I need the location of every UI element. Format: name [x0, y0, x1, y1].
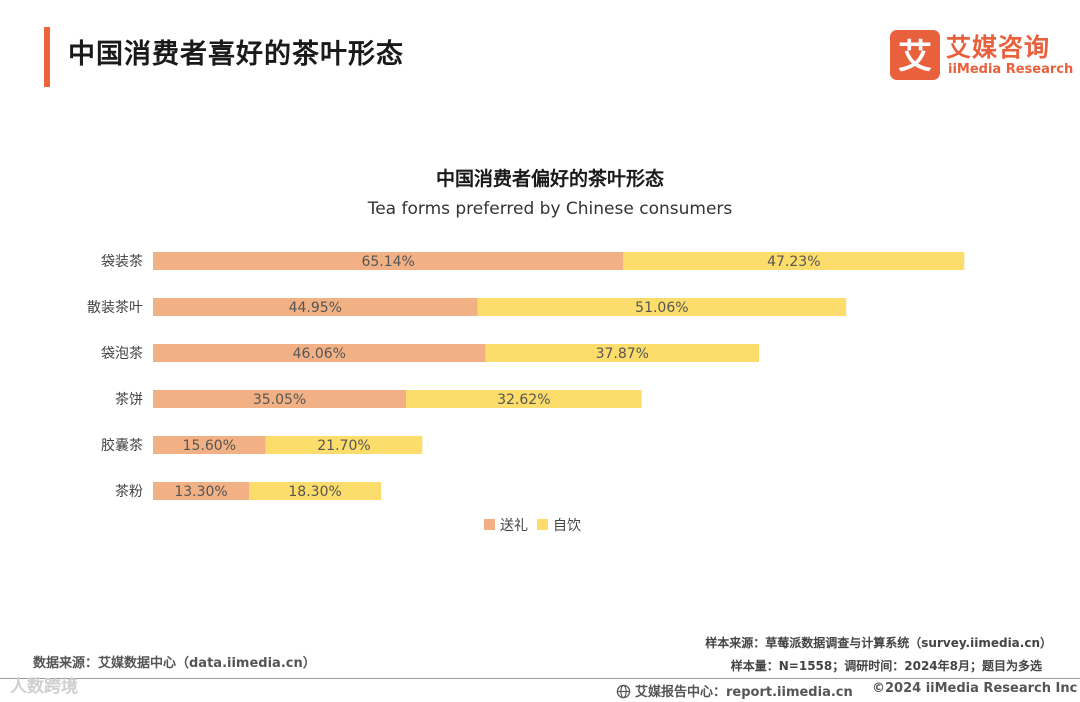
legend-label-gift: 送礼 — [500, 518, 528, 534]
legend-label-self: 自饮 — [553, 518, 581, 534]
footer-divider — [0, 678, 1080, 679]
bar-data-label: 35.05% — [253, 392, 306, 408]
data-source-note: 数据来源：艾媒数据中心（data.iimedia.cn） — [33, 656, 316, 671]
bar-gift-segment — [153, 344, 486, 362]
bar-gift-segment — [153, 298, 478, 316]
chart-subtitle: Tea forms preferred by Chinese consumers — [367, 199, 733, 219]
copyright-note: ©2024 iiMedia Research Inc — [872, 681, 1078, 696]
brand-logo-char: 艾 — [898, 37, 932, 77]
legend-swatch-self — [537, 519, 548, 530]
category-label: 茶饼 — [115, 392, 143, 408]
bar-data-label: 18.30% — [288, 484, 341, 500]
brand-name-cn: 艾媒咨询 — [946, 33, 1051, 62]
bar-data-label: 15.60% — [183, 438, 236, 454]
bar-data-label: 32.62% — [497, 392, 550, 408]
brand-logo-icon: 艾 — [890, 30, 940, 80]
category-label: 胶囊茶 — [101, 437, 143, 454]
category-label: 茶粉 — [115, 484, 143, 500]
bar-data-label: 46.06% — [293, 346, 346, 362]
bar-data-label: 47.23% — [767, 254, 820, 270]
bar-data-label: 44.95% — [289, 300, 342, 316]
watermark: 人数跨境 — [10, 677, 78, 697]
bar-self-segment — [477, 298, 847, 316]
category-label: 袋泡茶 — [101, 346, 143, 362]
report-center-link[interactable]: 艾媒报告中心：report.iimedia.cn — [616, 681, 853, 700]
bar-data-label: 13.30% — [174, 484, 227, 500]
brand-name-en: iiMedia Research — [948, 62, 1074, 77]
sample-info-note: 样本量：N=1558；调研时间：2024年8月；题目为多选 — [730, 659, 1042, 673]
chart-title: 中国消费者偏好的茶叶形态 — [435, 168, 664, 190]
bar-self-segment — [485, 344, 759, 362]
sample-source-note: 样本来源：草莓派数据调查与计算系统（survey.iimedia.cn） — [705, 636, 1052, 650]
legend-swatch-gift — [484, 519, 495, 530]
bar-self-segment — [249, 482, 382, 500]
bar-self-segment — [406, 390, 642, 408]
bar-data-label: 65.14% — [361, 254, 414, 270]
report-center-text: 艾媒报告中心：report.iimedia.cn — [635, 685, 853, 700]
category-label: 袋装茶 — [101, 254, 143, 270]
globe-icon — [616, 684, 631, 699]
bar-data-label: 51.06% — [635, 300, 688, 316]
bar-gift-segment — [153, 436, 266, 454]
bar-data-label: 21.70% — [317, 438, 370, 454]
category-label: 散装茶叶 — [87, 300, 143, 316]
bar-gift-segment — [153, 482, 250, 500]
bar-self-segment — [623, 252, 965, 270]
bar-gift-segment — [153, 252, 624, 270]
bar-self-segment — [265, 436, 423, 454]
title-accent-bar — [44, 27, 50, 87]
bar-data-label: 37.87% — [596, 346, 649, 362]
bar-gift-segment — [153, 390, 407, 408]
page-title: 中国消费者喜好的茶叶形态 — [68, 39, 404, 70]
